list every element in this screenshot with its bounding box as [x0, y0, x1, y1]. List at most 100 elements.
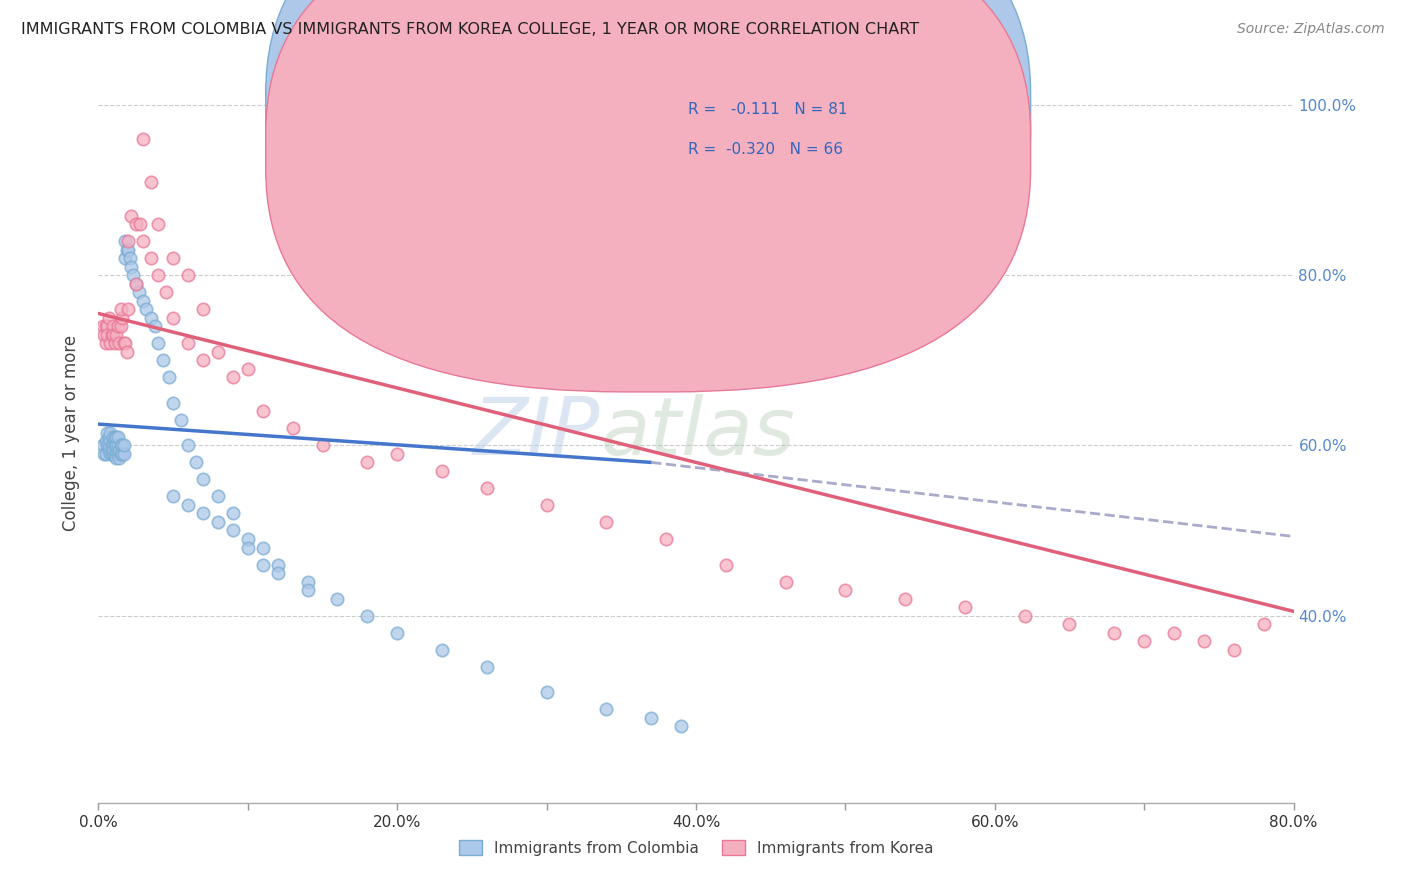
Point — [222, 370, 245, 384]
Point — [108, 442, 131, 457]
Point — [107, 438, 129, 452]
Point — [184, 455, 207, 469]
Point — [107, 430, 129, 444]
Point — [96, 327, 118, 342]
Point — [132, 293, 155, 308]
Point — [236, 361, 259, 376]
Point — [385, 625, 409, 640]
Point — [326, 591, 349, 606]
Point — [114, 251, 136, 265]
Point — [111, 447, 134, 461]
Point — [94, 336, 117, 351]
Point — [595, 702, 617, 716]
Point — [103, 327, 125, 342]
Point — [162, 396, 184, 410]
Point — [98, 434, 122, 449]
Point — [93, 447, 115, 461]
Point — [115, 344, 138, 359]
Text: R =   -0.111   N = 81: R = -0.111 N = 81 — [688, 102, 846, 117]
Point — [114, 336, 136, 351]
Point — [132, 234, 155, 248]
Point — [536, 685, 558, 699]
Point — [91, 438, 114, 452]
Point — [121, 268, 143, 283]
Point — [96, 319, 118, 334]
Point — [222, 524, 245, 538]
Point — [96, 425, 118, 440]
FancyBboxPatch shape — [266, 0, 1031, 351]
Point — [430, 464, 453, 478]
Point — [162, 310, 184, 325]
Point — [191, 353, 214, 368]
Point — [267, 558, 290, 572]
Point — [101, 327, 124, 342]
Point — [98, 336, 122, 351]
Point — [118, 251, 141, 265]
Point — [135, 302, 157, 317]
Point — [207, 490, 229, 504]
Point — [103, 438, 125, 452]
Text: ZIP: ZIP — [472, 393, 600, 472]
Point — [139, 251, 162, 265]
Point — [252, 404, 274, 418]
Point — [107, 447, 129, 461]
Point — [129, 217, 152, 231]
Point — [110, 447, 132, 461]
Point — [103, 442, 125, 457]
Point — [115, 243, 138, 257]
Point — [125, 277, 148, 291]
Point — [148, 268, 170, 283]
FancyBboxPatch shape — [266, 0, 1031, 392]
Point — [356, 455, 378, 469]
Y-axis label: College, 1 year or more: College, 1 year or more — [62, 334, 80, 531]
Point — [894, 591, 917, 606]
Point — [162, 490, 184, 504]
Point — [101, 438, 124, 452]
Point — [107, 319, 129, 334]
Point — [655, 532, 678, 546]
Point — [110, 319, 132, 334]
Point — [177, 336, 200, 351]
Point — [475, 481, 498, 495]
Point — [1163, 625, 1185, 640]
Legend: Immigrants from Colombia, Immigrants from Korea: Immigrants from Colombia, Immigrants fro… — [453, 834, 939, 862]
Point — [252, 541, 274, 555]
Point — [222, 507, 245, 521]
Point — [104, 430, 127, 444]
Point — [117, 302, 139, 317]
Point — [207, 515, 229, 529]
Point — [1223, 642, 1246, 657]
Point — [267, 566, 290, 580]
Point — [94, 434, 117, 449]
Point — [177, 498, 200, 512]
Point — [297, 582, 319, 597]
Point — [311, 438, 333, 452]
Point — [640, 711, 662, 725]
Point — [110, 438, 132, 452]
Point — [139, 310, 162, 325]
Text: IMMIGRANTS FROM COLOMBIA VS IMMIGRANTS FROM KOREA COLLEGE, 1 YEAR OR MORE CORREL: IMMIGRANTS FROM COLOMBIA VS IMMIGRANTS F… — [21, 22, 920, 37]
Point — [103, 430, 125, 444]
Point — [110, 302, 132, 317]
Point — [1133, 634, 1156, 648]
Point — [157, 370, 180, 384]
Point — [207, 344, 229, 359]
Point — [117, 234, 139, 248]
Point — [98, 447, 122, 461]
Point — [103, 447, 125, 461]
Point — [1059, 617, 1081, 632]
Point — [111, 310, 134, 325]
Point — [97, 438, 120, 452]
Point — [162, 251, 184, 265]
Point — [114, 234, 136, 248]
Point — [93, 327, 115, 342]
Point — [152, 353, 174, 368]
Point — [132, 132, 155, 146]
Point — [117, 243, 139, 257]
Point — [536, 498, 558, 512]
Point — [103, 319, 125, 334]
Point — [98, 425, 122, 440]
Point — [120, 260, 142, 274]
Point — [669, 719, 692, 733]
Point — [97, 430, 120, 444]
